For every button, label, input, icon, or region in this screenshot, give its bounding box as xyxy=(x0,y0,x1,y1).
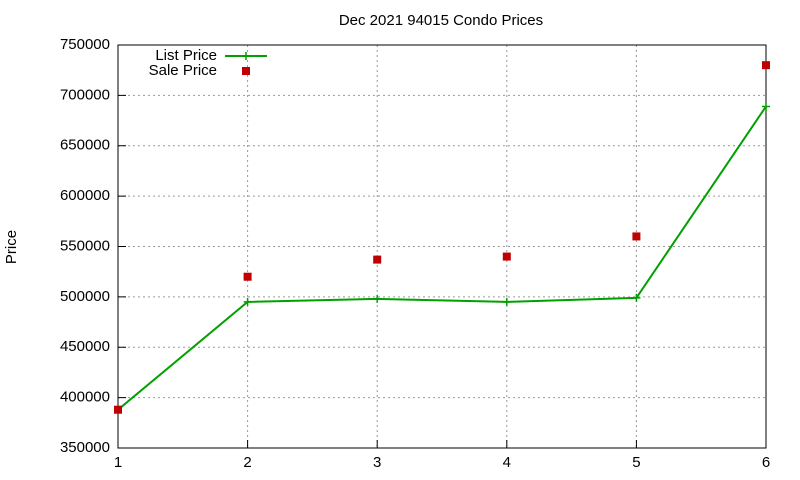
y-tick-label: 650000 xyxy=(60,137,110,154)
y-axis-label: Price xyxy=(3,230,20,264)
x-tick-label: 2 xyxy=(243,454,251,471)
point xyxy=(632,232,641,241)
point xyxy=(243,272,252,281)
legend-label: Sale Price xyxy=(149,62,217,79)
y-tick-label: 350000 xyxy=(60,439,110,456)
plot-border xyxy=(117,44,767,449)
point xyxy=(373,294,382,303)
x-tick-label: 6 xyxy=(762,454,770,471)
legend-label: List Price xyxy=(155,47,217,64)
y-tick-label: 500000 xyxy=(60,288,110,305)
y-tick-label: 750000 xyxy=(60,36,110,53)
y-tick-label: 400000 xyxy=(60,389,110,406)
point xyxy=(762,61,770,70)
point xyxy=(114,405,122,414)
line xyxy=(117,105,767,411)
point xyxy=(243,297,252,306)
x-tick-label: 5 xyxy=(632,454,640,471)
x-tick-label: 3 xyxy=(373,454,381,471)
x-tick-label: 4 xyxy=(503,454,511,471)
chart-title: Dec 2021 94015 Condo Prices xyxy=(339,12,543,29)
y-tick-label: 450000 xyxy=(60,338,110,355)
point xyxy=(762,102,770,111)
y-tick-label: 600000 xyxy=(60,187,110,204)
y-tick-label: 700000 xyxy=(60,86,110,103)
point xyxy=(502,297,511,306)
point xyxy=(632,293,641,302)
point xyxy=(373,255,382,264)
x-tick-label: 1 xyxy=(114,454,122,471)
y-tick-label: 550000 xyxy=(60,237,110,254)
point xyxy=(242,67,250,75)
point xyxy=(242,52,250,60)
point xyxy=(502,252,511,261)
